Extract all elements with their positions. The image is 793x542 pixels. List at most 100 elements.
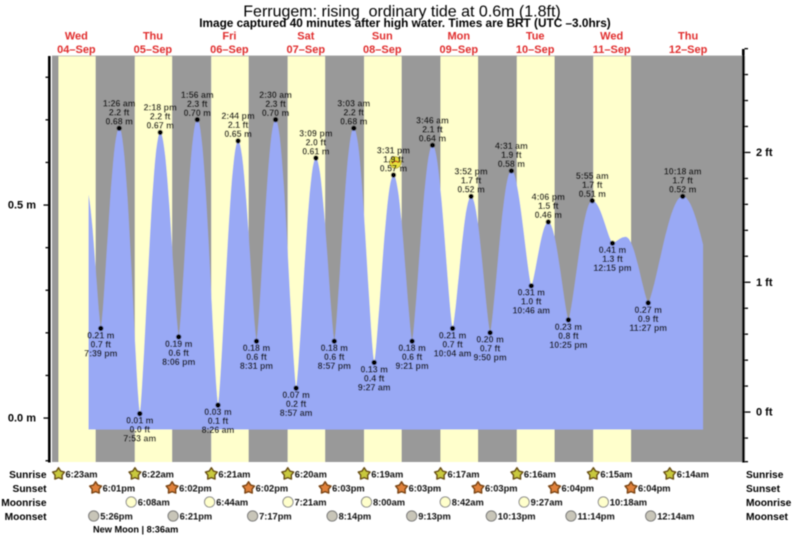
svg-text:0.8 ft: 0.8 ft [558,331,579,341]
svg-text:2 ft: 2 ft [756,147,773,159]
svg-text:Moonrise: Moonrise [746,498,792,509]
svg-text:Mon: Mon [447,31,470,43]
svg-text:0.0 ft: 0.0 ft [130,425,151,435]
svg-text:8:57 pm: 8:57 pm [318,361,351,371]
svg-text:2.0 ft: 2.0 ft [306,137,327,147]
svg-text:6:21am: 6:21am [218,470,250,480]
svg-text:6:02pm: 6:02pm [256,484,289,494]
svg-text:Wed: Wed [600,31,623,43]
svg-text:3:52 pm: 3:52 pm [454,167,487,177]
svg-text:0.67 m: 0.67 m [147,121,175,131]
svg-text:2.1 ft: 2.1 ft [228,120,249,130]
svg-text:0.4 ft: 0.4 ft [364,373,385,383]
svg-text:0.70 m: 0.70 m [184,108,212,118]
svg-text:1.7 ft: 1.7 ft [461,176,482,186]
svg-text:04–Sep: 04–Sep [57,44,96,56]
svg-text:0.6 ft: 0.6 ft [324,352,345,362]
svg-text:12:15 pm: 12:15 pm [593,263,631,273]
svg-text:0.9 ft: 0.9 ft [638,314,659,324]
svg-text:2.1 ft: 2.1 ft [422,125,443,135]
svg-text:0.21 m: 0.21 m [439,330,467,340]
svg-text:0.61 m: 0.61 m [302,146,330,156]
svg-text:Sunset: Sunset [746,484,781,495]
svg-text:Image captured 40 minutes afte: Image captured 40 minutes after high wat… [199,16,611,30]
svg-text:Sunset: Sunset [13,484,48,495]
svg-text:10:18 am: 10:18 am [664,167,702,177]
svg-text:6:14am: 6:14am [677,470,709,480]
svg-text:6:04pm: 6:04pm [638,484,671,494]
svg-text:2.2 ft: 2.2 ft [150,112,171,122]
svg-text:6:22am: 6:22am [142,470,174,480]
svg-text:0.68 m: 0.68 m [106,117,134,127]
svg-text:6:19am: 6:19am [371,470,403,480]
svg-text:0.52 m: 0.52 m [457,185,485,195]
svg-text:0.7 ft: 0.7 ft [442,339,463,349]
svg-text:2.2 ft: 2.2 ft [109,108,130,118]
svg-text:Moonset: Moonset [746,512,788,523]
svg-text:9:21 pm: 9:21 pm [395,361,428,371]
svg-text:6:04pm: 6:04pm [562,484,595,494]
svg-text:1:26 am: 1:26 am [103,99,136,109]
svg-text:Thu: Thu [678,31,698,43]
svg-text:1 ft: 1 ft [756,277,773,289]
svg-text:0.7 ft: 0.7 ft [480,344,501,354]
svg-text:12–Sep: 12–Sep [669,44,708,56]
svg-text:1.7 ft: 1.7 ft [672,176,693,186]
svg-text:0.65 m: 0.65 m [224,129,252,139]
svg-text:Fri: Fri [222,31,236,43]
svg-text:8:31 pm: 8:31 pm [240,361,273,371]
svg-text:0.2 ft: 0.2 ft [286,399,307,409]
svg-text:0.5 m: 0.5 m [8,200,36,212]
svg-text:09–Sep: 09–Sep [440,44,479,56]
svg-text:1.7 ft: 1.7 ft [582,180,603,190]
svg-text:06–Sep: 06–Sep [210,44,249,56]
svg-text:6:21pm: 6:21pm [180,512,213,522]
svg-text:11:27 pm: 11:27 pm [629,323,667,333]
svg-text:0.6 ft: 0.6 ft [246,352,267,362]
svg-text:6:01pm: 6:01pm [103,484,136,494]
svg-text:0.0 m: 0.0 m [8,413,36,425]
svg-text:6:03pm: 6:03pm [332,484,365,494]
svg-text:5:26pm: 5:26pm [100,512,133,522]
svg-text:8:06 pm: 8:06 pm [162,357,195,367]
svg-text:6:15am: 6:15am [600,470,632,480]
svg-text:2.3 ft: 2.3 ft [265,99,286,109]
svg-text:7:39 pm: 7:39 pm [84,348,117,358]
svg-text:0.31 m: 0.31 m [518,288,546,298]
svg-text:0.57 m: 0.57 m [380,163,408,173]
svg-text:0 ft: 0 ft [756,407,773,419]
svg-text:0.07 m: 0.07 m [282,390,310,400]
svg-text:10:46 am: 10:46 am [512,306,550,316]
svg-text:07–Sep: 07–Sep [287,44,326,56]
svg-text:Sun: Sun [372,31,393,43]
svg-text:0.13 m: 0.13 m [361,364,389,374]
svg-text:0.58 m: 0.58 m [498,159,526,169]
svg-text:1.3 ft: 1.3 ft [602,254,623,264]
svg-text:7:17pm: 7:17pm [259,512,292,522]
svg-text:Sunrise: Sunrise [746,470,784,481]
svg-text:3:03 am: 3:03 am [337,99,370,109]
svg-text:9:13pm: 9:13pm [418,512,451,522]
svg-text:2.2 ft: 2.2 ft [344,108,365,118]
svg-text:Moonrise: Moonrise [1,498,47,509]
svg-text:0.64 m: 0.64 m [419,134,447,144]
svg-text:3:46 am: 3:46 am [416,116,449,126]
svg-text:0.6 ft: 0.6 ft [168,348,189,358]
svg-text:6:44am: 6:44am [216,498,248,508]
svg-text:0.6 ft: 0.6 ft [402,352,423,362]
svg-text:Thu: Thu [143,31,163,43]
svg-text:New Moon | 8:36am: New Moon | 8:36am [93,525,178,535]
svg-text:Moonset: Moonset [5,512,47,523]
svg-text:8:26 am: 8:26 am [202,425,235,435]
svg-text:9:27am: 9:27am [531,498,563,508]
svg-text:0.7 ft: 0.7 ft [91,339,112,349]
svg-text:6:17am: 6:17am [448,470,480,480]
svg-text:0.20 m: 0.20 m [476,335,504,345]
svg-text:12:14am: 12:14am [657,512,694,522]
svg-text:7:53 am: 7:53 am [123,434,156,444]
svg-text:0.1 ft: 0.1 ft [208,416,229,426]
svg-text:1.5 ft: 1.5 ft [538,201,559,211]
svg-text:6:02pm: 6:02pm [179,484,212,494]
svg-text:0.52 m: 0.52 m [669,185,697,195]
svg-text:0.18 m: 0.18 m [321,343,349,353]
